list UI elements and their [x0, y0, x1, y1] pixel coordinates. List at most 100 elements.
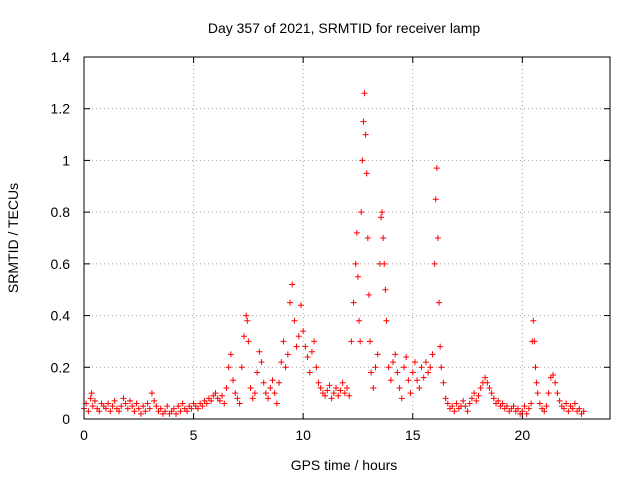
data-point: [350, 299, 357, 306]
data-point: [344, 384, 350, 391]
data-point: [291, 317, 298, 324]
data-point: [556, 397, 563, 404]
data-point: [385, 364, 392, 371]
data-point: [135, 405, 142, 412]
data-point: [580, 408, 587, 415]
data-point: [550, 372, 557, 379]
data-point: [382, 286, 389, 293]
data-point: [400, 364, 407, 371]
data-point: [356, 317, 363, 324]
data-point: [442, 395, 449, 402]
data-point: [326, 382, 333, 389]
data-point: [127, 397, 134, 404]
data-point: [96, 408, 103, 415]
data-point: [129, 403, 136, 410]
data-point: [425, 369, 432, 376]
data-point: [367, 338, 374, 345]
data-point: [433, 165, 440, 172]
data-point: [304, 353, 311, 360]
data-point: [131, 408, 138, 415]
data-point: [409, 369, 416, 376]
data-point: [111, 397, 118, 404]
x-tick-label: 10: [295, 427, 311, 443]
data-point: [530, 317, 537, 324]
data-point: [216, 397, 223, 404]
data-point: [346, 392, 353, 399]
data-point: [146, 405, 153, 412]
data-point: [267, 384, 274, 391]
data-point: [151, 397, 158, 404]
data-point: [368, 369, 375, 376]
data-point: [444, 400, 451, 407]
data-point: [510, 403, 517, 410]
data-point: [353, 229, 360, 236]
data-point: [177, 408, 184, 415]
data-point: [120, 395, 127, 402]
data-point: [354, 273, 361, 280]
data-point: [254, 369, 261, 376]
data-point: [533, 379, 540, 386]
data-point: [360, 118, 367, 125]
data-point: [199, 403, 206, 410]
data-point: [534, 390, 541, 397]
data-point: [335, 392, 342, 399]
data-point: [282, 364, 289, 371]
data-point: [184, 408, 191, 415]
data-point: [330, 390, 337, 397]
data-point: [251, 390, 258, 397]
x-tick-label: 0: [80, 427, 88, 443]
data-point: [361, 90, 368, 97]
data-point: [247, 384, 254, 391]
data-point: [85, 408, 92, 415]
data-point: [295, 333, 302, 340]
data-point: [554, 390, 561, 397]
data-point: [431, 260, 438, 267]
data-point: [278, 359, 285, 366]
data-point: [219, 392, 226, 399]
data-point: [102, 405, 109, 412]
data-point: [179, 400, 186, 407]
data-point: [91, 397, 98, 404]
data-point: [140, 403, 147, 410]
data-point: [339, 379, 346, 386]
data-point: [87, 395, 94, 402]
data-point: [576, 405, 583, 412]
data-point: [287, 299, 294, 306]
data-points: [81, 90, 587, 417]
x-tick-label: 20: [515, 427, 531, 443]
data-point: [133, 400, 140, 407]
data-point: [560, 405, 567, 412]
data-point: [405, 377, 412, 384]
data-point: [372, 364, 379, 371]
x-axis-label: GPS time / hours: [291, 457, 398, 473]
data-point: [317, 384, 324, 391]
data-point: [212, 390, 219, 397]
data-point: [420, 374, 427, 381]
data-point: [521, 403, 528, 410]
data-point: [341, 390, 348, 397]
data-point: [569, 405, 576, 412]
data-point: [449, 403, 456, 410]
data-point: [280, 338, 287, 345]
data-point: [170, 405, 177, 412]
data-point: [488, 390, 495, 397]
data-point: [503, 403, 510, 410]
data-point: [532, 364, 539, 371]
y-tick-label: 0.4: [51, 308, 71, 324]
data-point: [157, 405, 164, 412]
data-point: [541, 408, 548, 415]
data-point: [173, 410, 180, 417]
data-point: [227, 351, 234, 358]
data-point: [460, 397, 467, 404]
data-point: [490, 395, 497, 402]
data-point: [543, 403, 550, 410]
data-point: [398, 395, 405, 402]
data-point: [482, 374, 489, 381]
data-point: [379, 209, 386, 216]
data-point: [434, 235, 441, 241]
data-point: [358, 209, 365, 216]
data-point: [453, 400, 460, 407]
chart-title: Day 357 of 2021, SRMTID for receiver lam…: [208, 20, 481, 36]
data-point: [240, 333, 247, 340]
data-point: [418, 364, 425, 371]
